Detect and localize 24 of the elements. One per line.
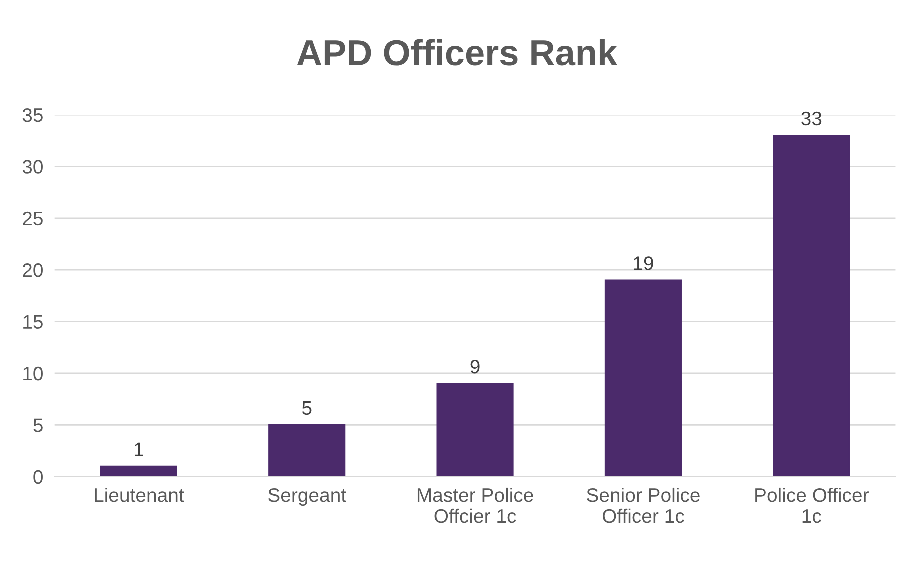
bar bbox=[268, 424, 346, 477]
data-label: 1 bbox=[135, 442, 144, 456]
y-tick-label: 15 bbox=[24, 315, 43, 330]
y-tick-label: 30 bbox=[22, 160, 43, 174]
data-label: 33 bbox=[802, 112, 822, 126]
bar bbox=[773, 134, 850, 477]
data-label: 9 bbox=[470, 360, 480, 374]
y-tick-label: 25 bbox=[23, 212, 43, 226]
y-tick-label: 20 bbox=[23, 264, 43, 278]
bar bbox=[100, 466, 178, 477]
x-tick-label: Sergeant bbox=[268, 488, 346, 506]
bar bbox=[436, 383, 514, 477]
x-tick-label: Lieutenant bbox=[95, 488, 184, 502]
y-tick-label: 35 bbox=[22, 108, 43, 122]
y-tick-label: 0 bbox=[34, 470, 43, 484]
y-tick-label: 10 bbox=[24, 366, 43, 381]
x-tick-label: Police Officer 1c bbox=[756, 488, 869, 524]
data-label: 5 bbox=[302, 402, 312, 416]
bar bbox=[604, 280, 682, 477]
x-tick-label: Senior Police Officer 1c bbox=[587, 488, 700, 524]
y-tick-label: 5 bbox=[34, 418, 43, 432]
x-tick-label: Master Police Offcier 1c bbox=[418, 488, 534, 524]
chart-title: APD Officers Rank bbox=[297, 39, 618, 66]
data-label: 19 bbox=[634, 256, 654, 270]
